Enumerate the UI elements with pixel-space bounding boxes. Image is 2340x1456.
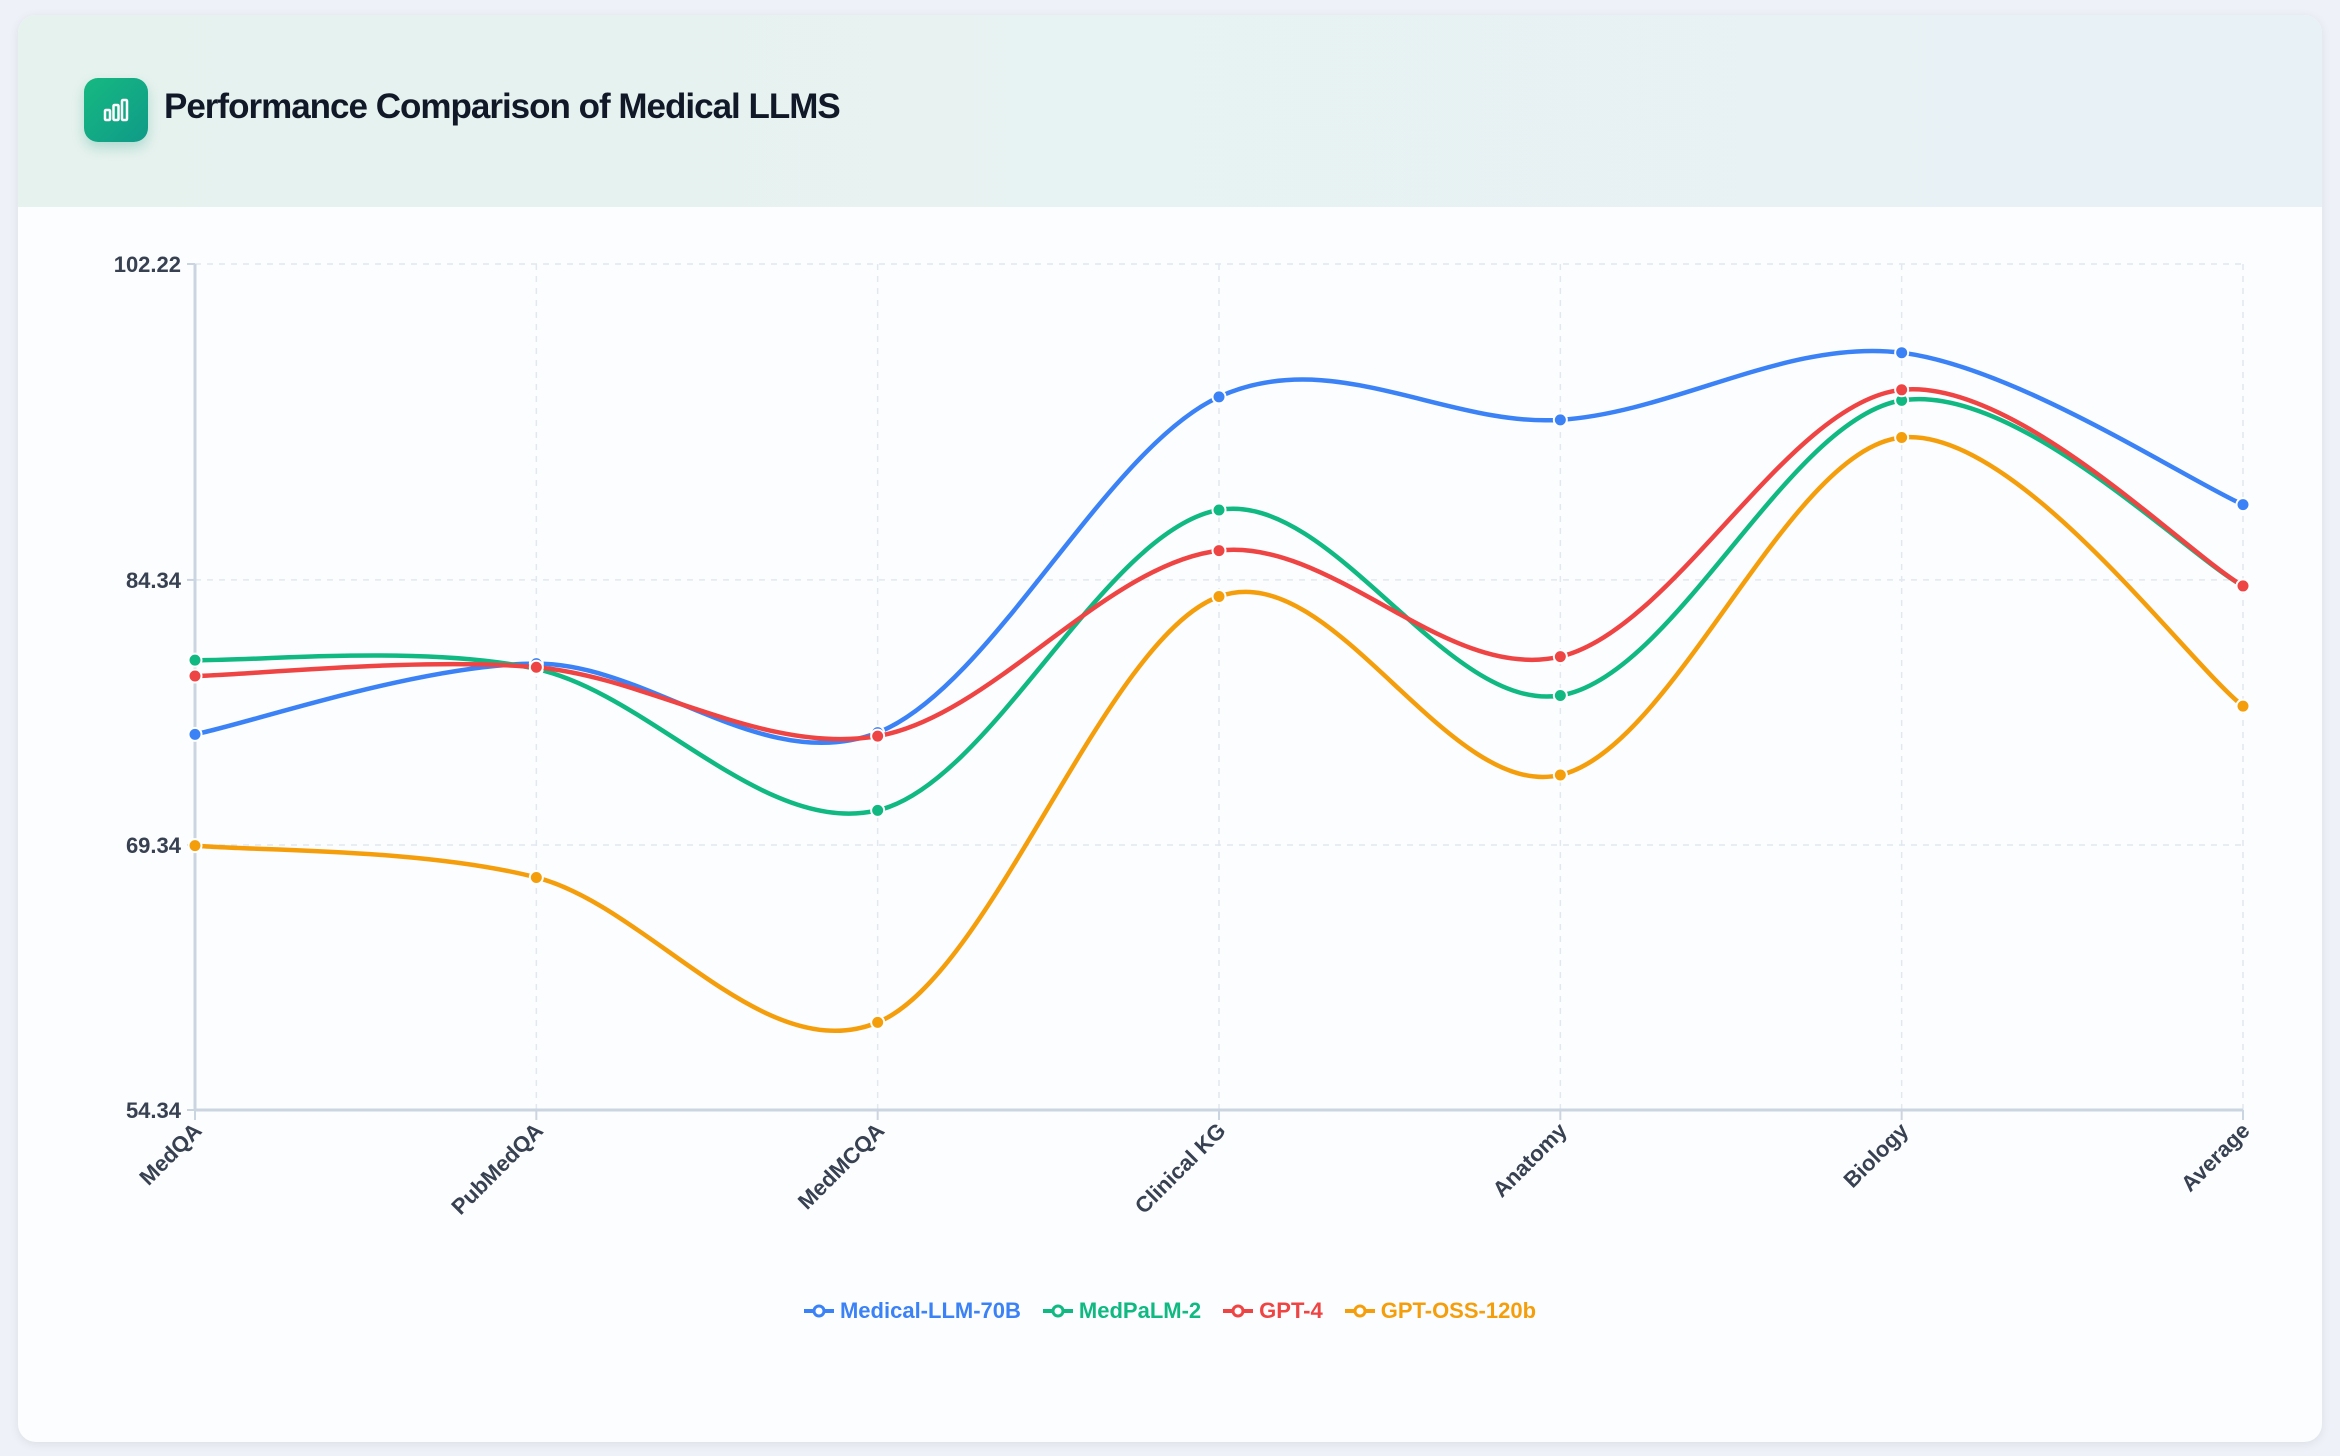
y-tick-label: 102.22 (114, 252, 181, 277)
data-point (187, 668, 203, 684)
y-tick-label: 54.34 (126, 1098, 182, 1123)
legend-item[interactable]: GPT-OSS-120b (1344, 1298, 1537, 1324)
data-point (2235, 578, 2251, 594)
legend-marker-icon (803, 1304, 834, 1318)
data-point (1894, 345, 1910, 361)
y-tick-label: 69.34 (126, 833, 182, 858)
data-point (1552, 649, 1568, 665)
data-point (1211, 389, 1227, 405)
data-point (870, 802, 886, 818)
bar-chart-icon (84, 78, 148, 142)
legend-item[interactable]: Medical-LLM-70B (803, 1298, 1021, 1324)
legend-marker-icon (1042, 1304, 1073, 1318)
data-point (2235, 497, 2251, 513)
data-point (528, 869, 544, 885)
data-point (870, 728, 886, 744)
x-tick-label: Anatomy (1488, 1117, 1573, 1202)
legend-item[interactable]: GPT-4 (1223, 1298, 1323, 1324)
legend-label: GPT-OSS-120b (1380, 1298, 1537, 1323)
data-point (528, 659, 544, 675)
x-tick-label: MedMCQA (793, 1118, 889, 1214)
legend-item[interactable]: MedPaLM-2 (1042, 1298, 1202, 1324)
x-tick-label: Average (2176, 1118, 2255, 1196)
data-point (187, 838, 203, 854)
data-point (187, 652, 203, 668)
x-tick-label: PubMedQA (446, 1118, 548, 1220)
data-point (1211, 502, 1227, 518)
data-point (1211, 543, 1227, 559)
data-point (870, 1014, 886, 1030)
legend-label: GPT-4 (1259, 1298, 1323, 1323)
x-tick-label: MedQA (134, 1118, 206, 1190)
x-tick-label: Clinical KG (1130, 1118, 1231, 1219)
legend-marker-icon (1344, 1304, 1375, 1318)
card-header: Performance Comparison of Medical LLMS (18, 15, 2322, 207)
data-point (1894, 430, 1910, 446)
chart-card: Performance Comparison of Medical LLMS (18, 15, 2322, 1442)
legend-marker-icon (1223, 1304, 1254, 1318)
x-tick-label: Biology (1838, 1117, 1913, 1192)
data-point (1552, 767, 1568, 783)
data-point (1552, 687, 1568, 703)
data-point (2235, 698, 2251, 714)
data-point (1552, 412, 1568, 428)
data-point (1894, 382, 1910, 398)
legend: Medical-LLM-70B MedPaLM-2 GPT-4 GPT-OSS-120… (0, 1298, 2340, 1324)
chart-title: Performance Comparison of Medical LLMS (164, 87, 841, 126)
data-point (187, 726, 203, 742)
legend-label: Medical-LLM-70B (839, 1298, 1021, 1323)
data-point (1211, 589, 1227, 605)
legend-label: MedPaLM-2 (1078, 1298, 1202, 1323)
y-tick-label: 84.34 (126, 568, 182, 593)
